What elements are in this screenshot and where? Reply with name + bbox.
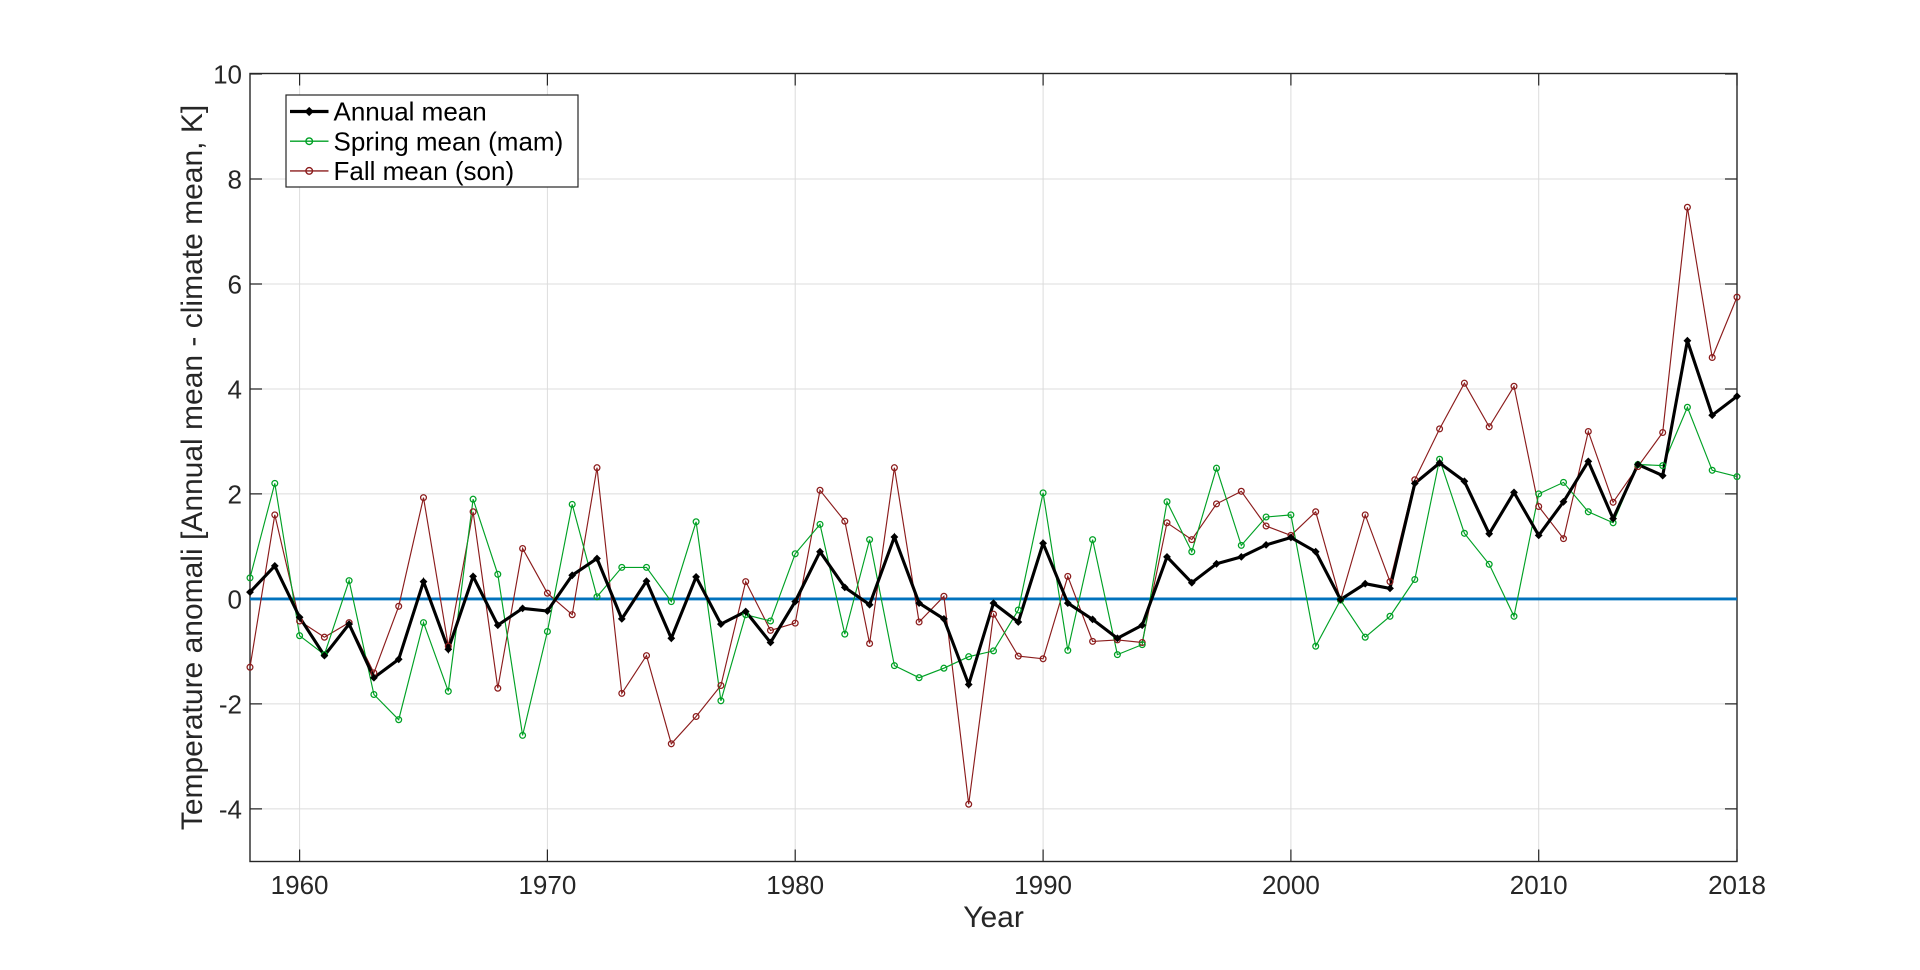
svg-text:-2: -2: [219, 689, 242, 719]
svg-text:Fall mean (son): Fall mean (son): [334, 156, 515, 186]
svg-text:2018: 2018: [1708, 870, 1766, 900]
svg-text:6: 6: [228, 270, 242, 300]
svg-text:2: 2: [228, 479, 242, 509]
svg-text:1970: 1970: [518, 870, 576, 900]
svg-text:1980: 1980: [766, 870, 824, 900]
svg-text:2010: 2010: [1510, 870, 1568, 900]
svg-text:8: 8: [228, 165, 242, 195]
svg-text:Year: Year: [963, 901, 1024, 934]
svg-text:0: 0: [228, 584, 242, 614]
svg-text:Spring mean (mam): Spring mean (mam): [334, 126, 564, 156]
svg-text:1960: 1960: [271, 870, 329, 900]
svg-text:Annual mean: Annual mean: [334, 97, 487, 127]
svg-text:10: 10: [213, 60, 242, 90]
svg-text:-4: -4: [219, 794, 242, 824]
svg-text:1990: 1990: [1014, 870, 1072, 900]
svg-text:Temperature anomali [Annual me: Temperature anomali [Annual mean - clima…: [176, 105, 209, 830]
svg-text:4: 4: [228, 375, 242, 405]
svg-text:2000: 2000: [1262, 870, 1320, 900]
